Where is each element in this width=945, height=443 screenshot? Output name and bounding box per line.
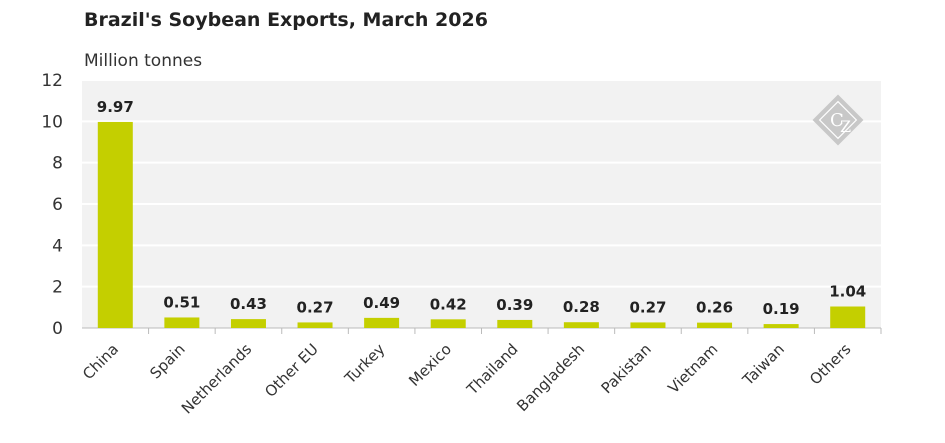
x-tick-label: Taiwan bbox=[738, 340, 788, 390]
x-tick-label: Turkey bbox=[340, 340, 388, 388]
bar bbox=[230, 319, 266, 328]
gridlines bbox=[82, 79, 882, 334]
data-label: 9.97 bbox=[97, 98, 134, 116]
data-labels: 9.97 0.51 0.43 0.27 0.49 0.42 0.39 0.28 0.27 0.26… bbox=[97, 98, 866, 318]
data-label: 0.49 bbox=[363, 294, 400, 312]
x-tick-label: Vietnam bbox=[664, 340, 721, 397]
data-label: 0.43 bbox=[230, 295, 267, 313]
bar bbox=[630, 322, 666, 328]
data-label: 0.27 bbox=[297, 298, 334, 316]
y-tick-label: 8 bbox=[52, 154, 63, 174]
bar bbox=[364, 317, 400, 328]
bar bbox=[430, 319, 466, 328]
data-label: 0.51 bbox=[163, 293, 200, 311]
y-tick-label: 10 bbox=[41, 112, 63, 132]
bars bbox=[97, 121, 866, 328]
x-tick-label: Pakistan bbox=[598, 340, 655, 397]
data-label: 0.28 bbox=[563, 298, 600, 316]
y-tick-label: 2 bbox=[52, 278, 63, 298]
data-label: 0.42 bbox=[430, 295, 467, 313]
bar bbox=[830, 306, 866, 328]
data-label: 0.26 bbox=[696, 299, 733, 317]
x-tick-label: Spain bbox=[146, 340, 188, 382]
y-tick-label: 4 bbox=[52, 236, 63, 256]
x-tick-label: Others bbox=[806, 340, 855, 389]
y-tick-label: 6 bbox=[52, 195, 63, 215]
svg-text:C: C bbox=[830, 110, 844, 131]
y-tick-label: 12 bbox=[41, 71, 63, 91]
chart-title: Brazil's Soybean Exports, March 2026 bbox=[84, 9, 488, 31]
svg-text:Z: Z bbox=[840, 117, 851, 136]
bar bbox=[164, 317, 200, 328]
bar bbox=[497, 319, 533, 328]
data-label: 0.39 bbox=[496, 296, 533, 314]
x-tick-label: Other EU bbox=[261, 340, 322, 401]
x-tick-label: Thailand bbox=[463, 340, 522, 399]
bar bbox=[697, 322, 733, 328]
x-tick-label: Bangladesh bbox=[513, 340, 588, 415]
y-ticks: 0 2 4 6 8 10 12 bbox=[41, 71, 63, 339]
bar bbox=[763, 324, 799, 328]
bar bbox=[97, 121, 133, 328]
data-label: 1.04 bbox=[829, 283, 866, 301]
y-axis-label: Million tonnes bbox=[84, 51, 203, 71]
bar bbox=[563, 322, 599, 328]
cz-logo-icon: C Z bbox=[812, 94, 864, 146]
x-tick-label: Mexico bbox=[405, 340, 455, 390]
data-label: 0.19 bbox=[763, 300, 800, 318]
data-label: 0.27 bbox=[629, 298, 666, 316]
x-tick-label: China bbox=[79, 340, 122, 383]
bar bbox=[297, 322, 333, 328]
y-tick-label: 0 bbox=[52, 319, 63, 339]
x-tick-label: Netherlands bbox=[178, 340, 256, 418]
